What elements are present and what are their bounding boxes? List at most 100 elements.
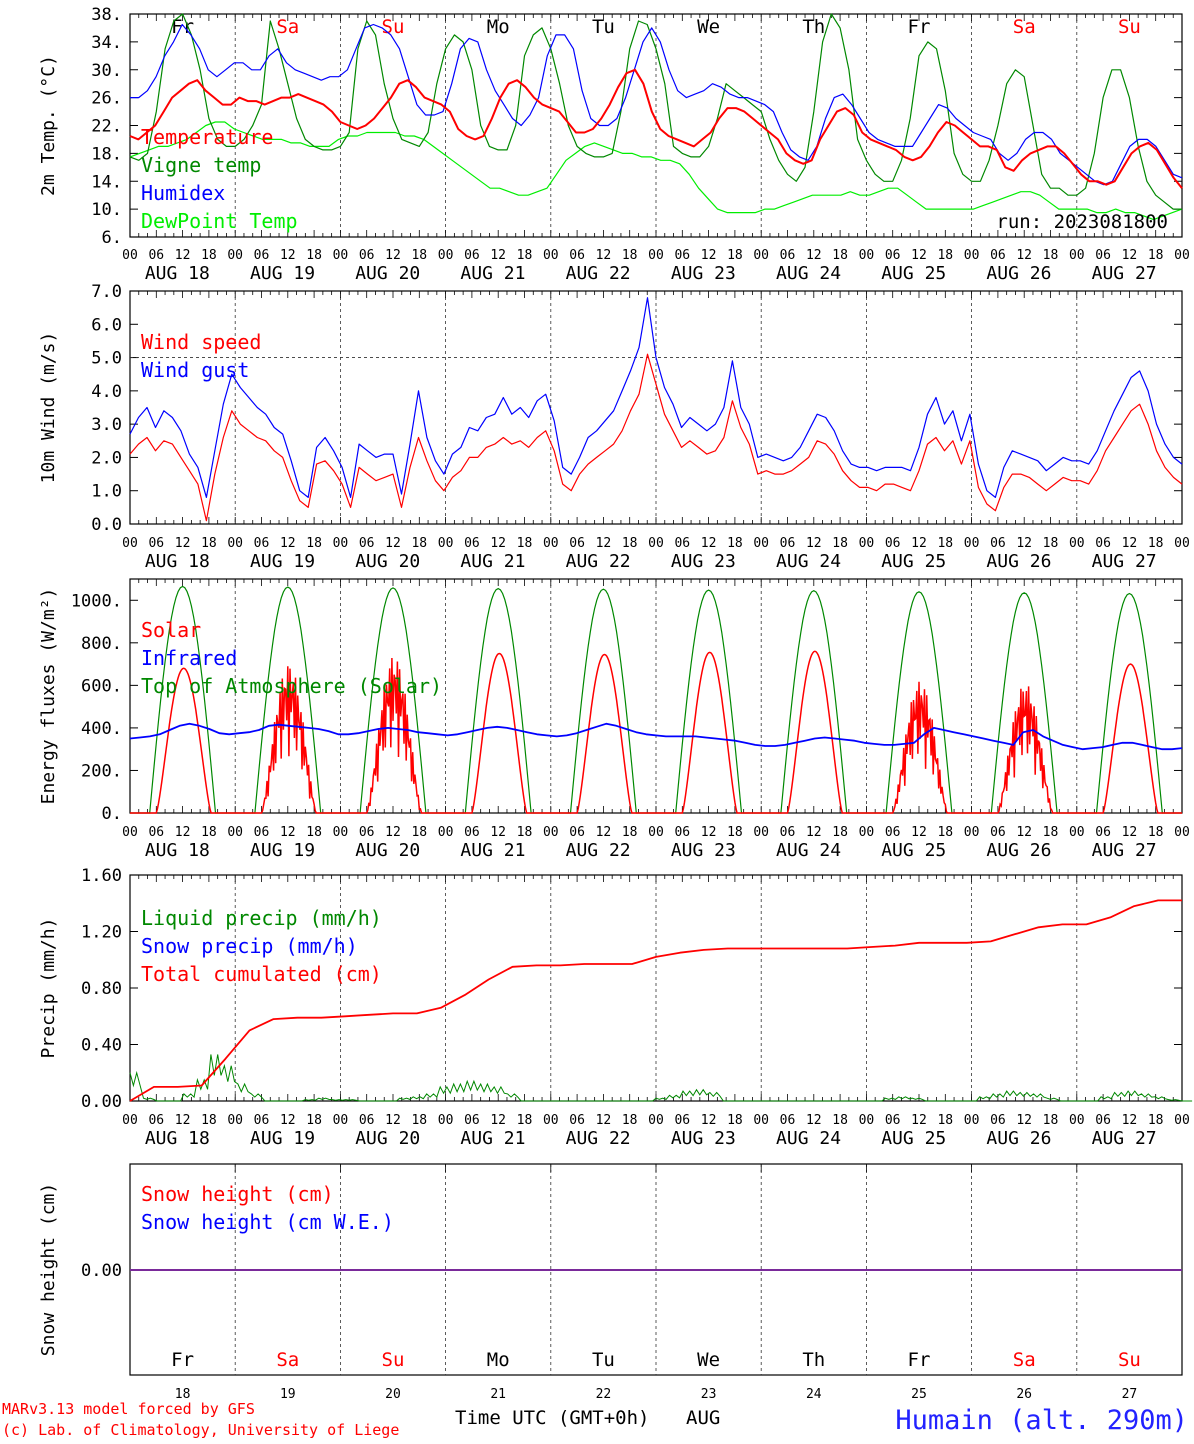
hour-tick-label: 12 [806,1113,822,1128]
y-tick-label: 30. [91,61,122,81]
hour-tick-label: 18 [411,536,427,551]
hour-tick-label: 18 [727,536,743,551]
hour-tick-label: 12 [490,825,506,840]
legend-entry: Infrared [141,646,237,670]
hour-tick-label: 06 [780,825,796,840]
y-tick-label: 200. [81,761,122,781]
y-tick-label: 18. [91,144,122,164]
date-label: AUG 21 [460,1128,525,1149]
hour-tick-label: 00 [964,1113,980,1128]
legend-entry: Wind speed [141,330,261,354]
hour-tick-label: 18 [622,825,638,840]
hour-tick-label: 00 [1174,248,1190,263]
date-label: AUG 25 [881,551,946,572]
hour-tick-label: 06 [885,248,901,263]
y-axis-label: Snow height (cm) [38,1183,59,1356]
hour-tick-label: 12 [911,1113,927,1128]
hour-tick-label: 06 [885,1113,901,1128]
date-label: AUG 21 [460,840,525,861]
date-label: AUG 26 [986,840,1051,861]
solar-line [130,650,1182,814]
hour-tick-label: 00 [438,825,454,840]
hour-tick-label: 06 [148,536,164,551]
date-label: AUG 24 [776,551,841,572]
hour-tick-label: 12 [806,825,822,840]
hour-tick-label: 00 [753,825,769,840]
hour-tick-label: 18 [517,825,533,840]
hour-tick-label: 00 [438,1113,454,1128]
date-label: AUG 18 [145,263,210,284]
hour-tick-label: 18 [937,825,953,840]
weekday-label: We [697,16,720,38]
date-label: AUG 19 [250,1128,315,1149]
hour-tick-label: 00 [227,536,243,551]
hour-tick-label: 12 [175,536,191,551]
legend-entry: Liquid precip (mm/h) [141,906,382,930]
day-number-label: 22 [596,1387,612,1402]
hour-tick-label: 00 [648,248,664,263]
hour-tick-label: 00 [859,536,875,551]
hour-tick-label: 06 [359,536,375,551]
hour-tick-label: 00 [122,536,138,551]
hour-tick-label: 06 [674,248,690,263]
series-line-3 [129,121,1183,221]
hour-tick-label: 00 [543,536,559,551]
hour-tick-label: 18 [1043,536,1059,551]
hour-tick-label: 06 [464,1113,480,1128]
wind-gust-line [129,297,1183,498]
day-number-label: 19 [280,1387,296,1402]
date-label: AUG 22 [566,840,631,861]
hour-tick-label: 00 [753,1113,769,1128]
hour-tick-label: 18 [622,536,638,551]
hour-tick-label: 06 [569,248,585,263]
hour-tick-label: 06 [674,825,690,840]
hour-tick-label: 18 [517,248,533,263]
hour-tick-label: 12 [1122,1113,1138,1128]
weekday-label: Mo [487,16,510,38]
hour-tick-label: 12 [911,536,927,551]
weekday-label: Sa [1013,1349,1036,1371]
date-label: AUG 25 [881,840,946,861]
hour-tick-label: 18 [1148,825,1164,840]
hour-tick-label: 06 [464,248,480,263]
hour-tick-label: 06 [148,1113,164,1128]
y-tick-label: 2.0 [91,448,122,468]
hour-tick-label: 06 [990,825,1006,840]
y-tick-label: 6.0 [91,315,122,335]
weekday-label: Tu [592,1349,615,1371]
hour-tick-label: 06 [569,1113,585,1128]
hour-tick-label: 18 [411,1113,427,1128]
hour-tick-label: 06 [1095,536,1111,551]
hour-tick-label: 12 [385,1113,401,1128]
y-tick-label: 0.0 [91,515,122,535]
hour-tick-label: 12 [806,248,822,263]
date-label: AUG 25 [881,263,946,284]
legend-entry: Vigne temp [141,153,261,177]
y-axis-label: Energy fluxes (W/m²) [38,588,59,805]
hour-tick-label: 12 [911,248,927,263]
y-tick-label: 6. [102,228,122,248]
day-number-label: 21 [490,1387,506,1402]
hour-tick-label: 06 [464,825,480,840]
hour-tick-label: 00 [753,536,769,551]
x-axis-label: Time UTC (GMT+0h) [455,1407,649,1429]
hour-tick-label: 00 [859,825,875,840]
hour-tick-label: 00 [122,248,138,263]
hour-tick-label: 12 [280,1113,296,1128]
hour-tick-label: 00 [543,825,559,840]
hour-tick-label: 06 [254,1113,270,1128]
hour-tick-label: 06 [569,536,585,551]
hour-tick-label: 12 [1122,825,1138,840]
hour-tick-label: 06 [254,248,270,263]
hour-tick-label: 00 [122,825,138,840]
day-number-label: 18 [175,1387,191,1402]
day-number-label: 23 [701,1387,717,1402]
legend-entry: DewPoint Temp [141,209,298,233]
hour-tick-label: 12 [806,536,822,551]
hour-tick-label: 18 [1043,1113,1059,1128]
date-label: AUG 26 [986,263,1051,284]
series-line-2 [130,23,1183,186]
hour-tick-label: 00 [859,248,875,263]
